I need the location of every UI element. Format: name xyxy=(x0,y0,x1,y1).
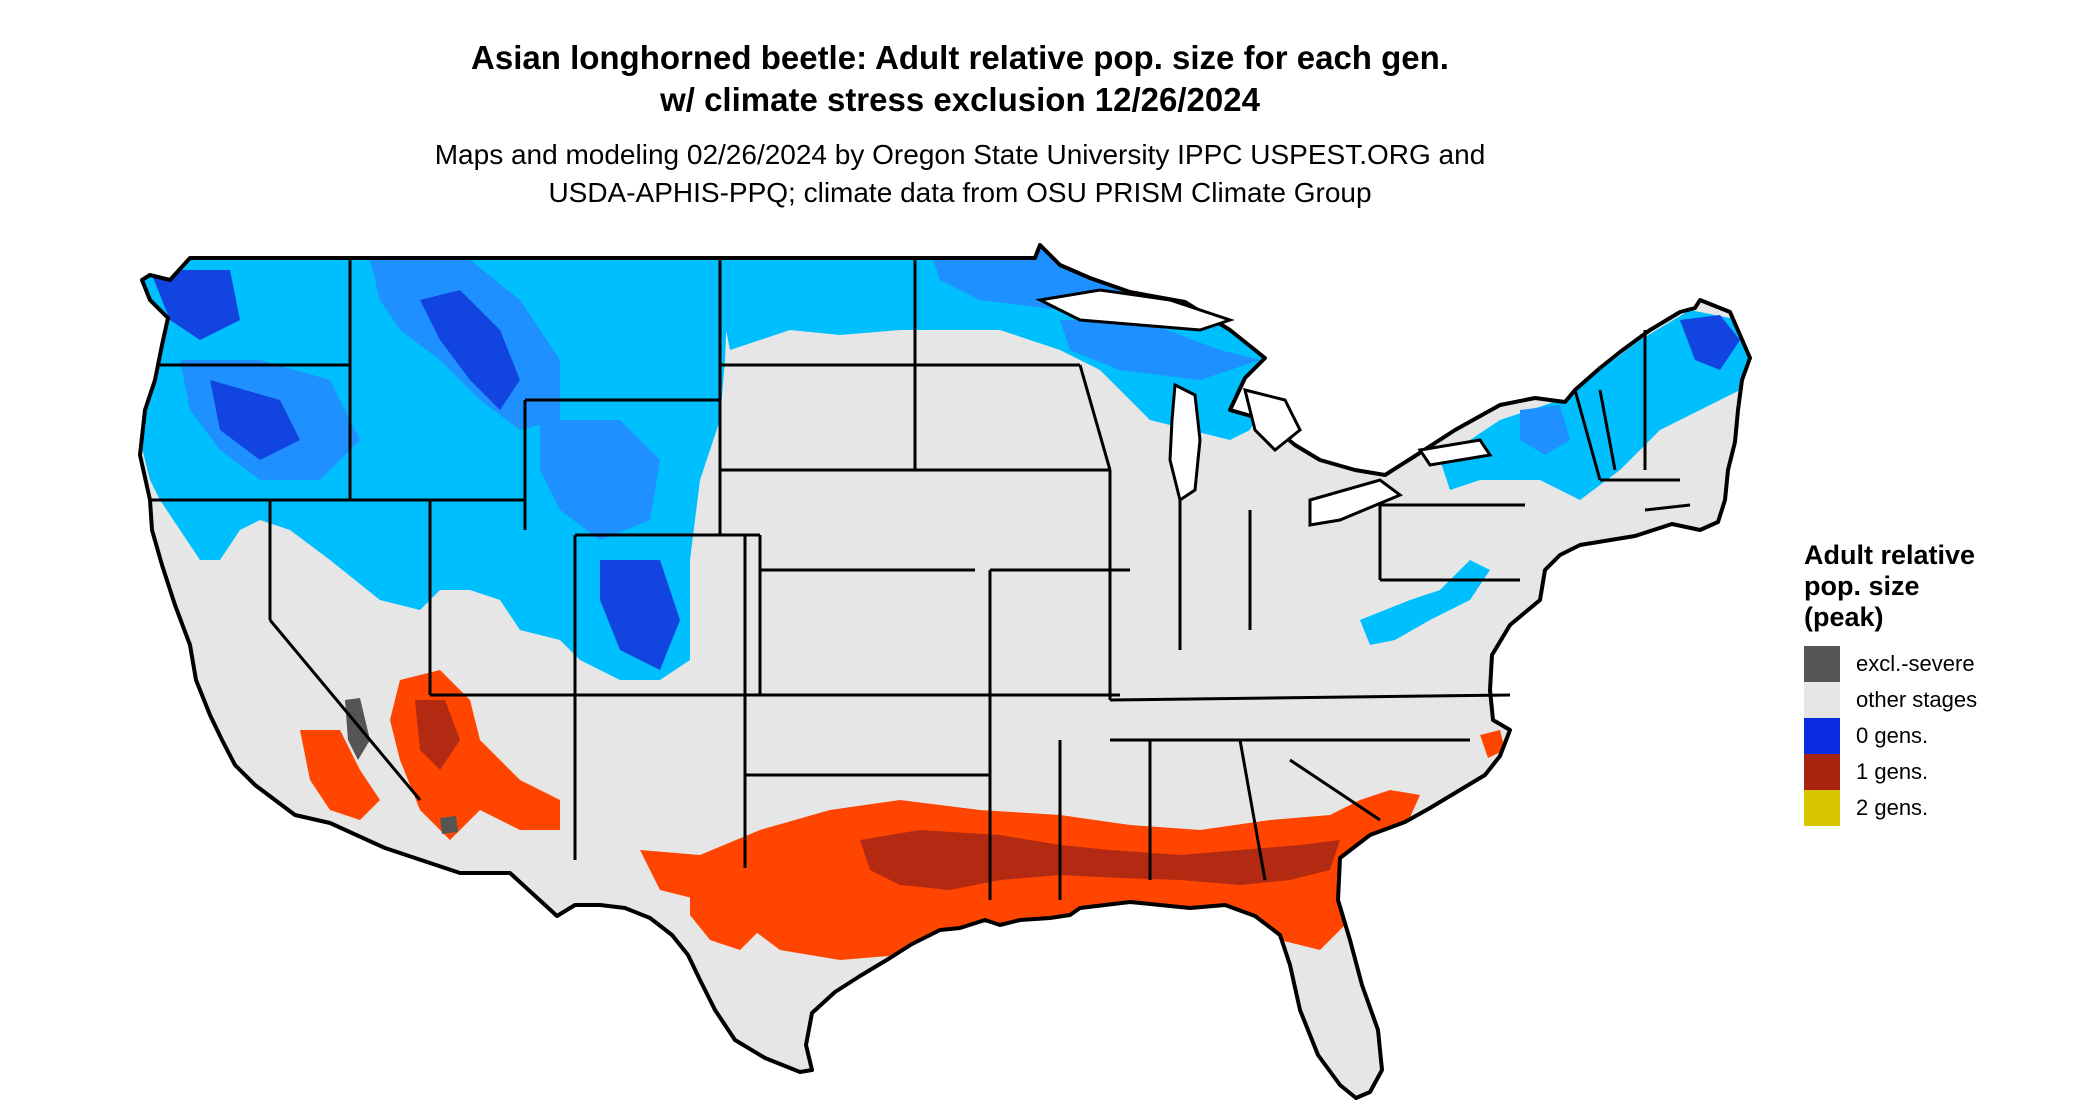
legend-item-1-gens: 1 gens. xyxy=(1804,754,1928,790)
lake-ontario xyxy=(1417,438,1493,467)
legend-item-0-gens: 0 gens. xyxy=(1804,718,1928,754)
region-southeast-warm-dark xyxy=(860,830,1340,890)
region-west-cold xyxy=(140,245,730,680)
region-excluded-severe-1 xyxy=(345,698,370,760)
legend-label: other stages xyxy=(1856,687,1978,712)
region-washington-dark xyxy=(150,270,240,340)
lake-michigan xyxy=(1168,382,1202,503)
lake-erie xyxy=(1308,478,1403,527)
region-north-carolina-warm xyxy=(1480,730,1505,758)
legend-swatch xyxy=(1804,718,1840,754)
legend-label: 2 gens. xyxy=(1856,795,1929,820)
legend-swatch xyxy=(1804,790,1840,826)
legend-label: excl.-severe xyxy=(1856,651,1975,676)
map-subtitle-line-2: USDA-APHIS-PPQ; climate data from OSU PR… xyxy=(548,177,1372,208)
region-maine-dark xyxy=(1680,315,1740,370)
legend-swatch xyxy=(1804,754,1840,790)
legend-item-excluded-severe: excl.-severe xyxy=(1804,646,1975,682)
map-lakes xyxy=(1035,288,1493,527)
legend-item-other-stages: other stages xyxy=(1804,682,1977,718)
region-arizona-warm-dark xyxy=(415,700,460,770)
region-excluded-severe-2 xyxy=(440,816,458,834)
region-oregon-darkest xyxy=(210,380,300,460)
region-michigan-up-dark xyxy=(1060,320,1260,380)
legend-label: 0 gens. xyxy=(1856,723,1929,748)
legend-swatch xyxy=(1804,646,1840,682)
lake-huron xyxy=(1242,387,1302,453)
region-colorado-dark xyxy=(600,560,680,670)
map-state-borders xyxy=(138,243,1752,1100)
region-wyoming-dark xyxy=(540,420,660,540)
region-texas-south-warm xyxy=(690,890,760,950)
map-title-line-1: Asian longhorned beetle: Adult relative … xyxy=(471,39,1449,76)
legend-label: 1 gens. xyxy=(1856,759,1929,784)
region-rockies-dark-2 xyxy=(420,290,520,410)
map-title-line-2: w/ climate stress exclusion 12/26/2024 xyxy=(660,81,1260,118)
legend-title-line-2: pop. size xyxy=(1804,571,1920,601)
legend-title-line-1: Adult relative xyxy=(1804,540,1976,570)
region-adirondack-dark xyxy=(1520,405,1570,455)
legend-swatch xyxy=(1804,682,1840,718)
region-northeast-cold xyxy=(1440,310,1750,500)
legend-item-2-gens: 2 gens. xyxy=(1804,790,1928,826)
lake-superior xyxy=(1035,288,1235,332)
legend-title-line-3: (peak) xyxy=(1804,602,1884,632)
region-california-warm xyxy=(300,730,380,820)
map-subtitle-line-1: Maps and modeling 02/26/2024 by Oregon S… xyxy=(434,139,1486,170)
